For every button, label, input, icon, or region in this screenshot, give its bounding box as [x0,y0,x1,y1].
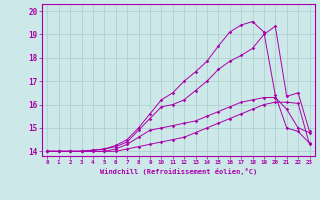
X-axis label: Windchill (Refroidissement éolien,°C): Windchill (Refroidissement éolien,°C) [100,168,257,175]
